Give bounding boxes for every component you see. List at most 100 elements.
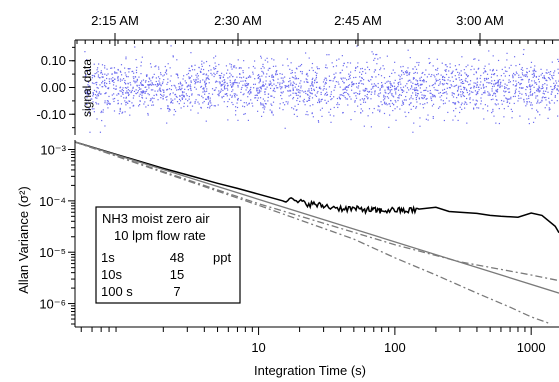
signal-point: [263, 105, 265, 107]
signal-point: [363, 99, 365, 101]
signal-point: [282, 77, 284, 79]
signal-point: [170, 101, 172, 103]
signal-point: [301, 73, 303, 75]
signal-point: [130, 91, 133, 93]
signal-point: [539, 90, 541, 92]
signal-point: [297, 91, 300, 93]
signal-point: [475, 71, 477, 73]
signal-point: [432, 65, 434, 67]
signal-point: [478, 89, 480, 91]
signal-point: [360, 112, 362, 114]
signal-point: [413, 89, 416, 92]
signal-point: [557, 85, 559, 87]
signal-point: [464, 72, 466, 74]
signal-point: [147, 112, 149, 115]
signal-point: [312, 104, 314, 106]
signal-point: [392, 103, 395, 106]
signal-point: [430, 75, 432, 78]
signal-point: [87, 90, 89, 92]
signal-point: [101, 64, 104, 66]
signal-point: [105, 86, 107, 88]
signal-point: [491, 70, 494, 72]
signal-point: [391, 85, 394, 88]
signal-point: [100, 72, 103, 74]
signal-point: [231, 85, 233, 88]
signal-point: [160, 90, 162, 93]
signal-point: [403, 90, 405, 92]
signal-point: [475, 99, 477, 101]
signal-point: [448, 76, 450, 79]
signal-point: [532, 76, 534, 78]
signal-point: [104, 73, 106, 75]
signal-point: [543, 75, 545, 77]
signal-point: [522, 87, 524, 89]
signal-point: [158, 89, 160, 91]
signal-point: [318, 86, 321, 89]
signal-point: [237, 119, 239, 121]
signal-point: [86, 109, 88, 111]
signal-point: [110, 67, 112, 69]
signal-point: [555, 82, 558, 84]
signal-point: [408, 89, 410, 91]
signal-point: [387, 87, 390, 89]
signal-point: [239, 73, 241, 75]
signal-point: [221, 84, 223, 86]
signal-point: [477, 68, 479, 70]
signal-point: [308, 69, 311, 71]
signal-point: [108, 102, 110, 104]
signal-point: [429, 61, 431, 64]
signal-point: [315, 74, 318, 76]
signal-point: [397, 99, 399, 102]
signal-point: [410, 85, 413, 87]
signal-point: [371, 76, 373, 78]
signal-point: [287, 65, 289, 67]
signal-point: [548, 101, 550, 103]
signal-point: [339, 98, 341, 100]
signal-point: [135, 71, 138, 74]
signal-point: [512, 84, 514, 86]
signal-point: [95, 90, 97, 92]
signal-point: [269, 84, 271, 86]
signal-point: [225, 72, 228, 74]
signal-point: [189, 84, 192, 86]
signal-point: [369, 90, 371, 93]
signal-point: [174, 93, 177, 96]
signal-point: [475, 82, 477, 84]
signal-point: [404, 71, 407, 73]
signal-point: [175, 95, 177, 98]
signal-point: [420, 83, 422, 86]
signal-point: [298, 89, 300, 91]
signal-point: [489, 93, 491, 96]
signal-point: [271, 74, 273, 76]
signal-point: [502, 79, 504, 81]
allan-y-tick-label: 10⁻³: [40, 143, 66, 158]
signal-point: [309, 85, 311, 87]
signal-point: [115, 85, 117, 87]
signal-point: [214, 89, 216, 91]
signal-point: [530, 66, 532, 68]
signal-point: [155, 80, 157, 83]
signal-point: [490, 76, 493, 78]
signal-point: [188, 85, 190, 87]
signal-point: [221, 97, 223, 99]
signal-point: [174, 98, 176, 100]
signal-point: [491, 88, 493, 90]
signal-point: [519, 115, 521, 117]
signal-point: [367, 79, 370, 81]
signal-point: [277, 78, 279, 80]
signal-point: [213, 89, 215, 91]
x-axis-label: Integration Time (s): [254, 363, 366, 378]
signal-point: [453, 85, 455, 88]
signal-point: [292, 87, 294, 89]
signal-point: [392, 95, 394, 97]
signal-point: [129, 82, 131, 84]
signal-point: [337, 102, 339, 104]
signal-point: [194, 102, 196, 104]
signal-point: [141, 80, 143, 82]
signal-point: [169, 93, 171, 95]
signal-point: [436, 74, 438, 76]
signal-point: [117, 79, 119, 81]
signal-point: [476, 91, 478, 93]
signal-point: [420, 76, 423, 78]
signal-point: [363, 125, 365, 127]
